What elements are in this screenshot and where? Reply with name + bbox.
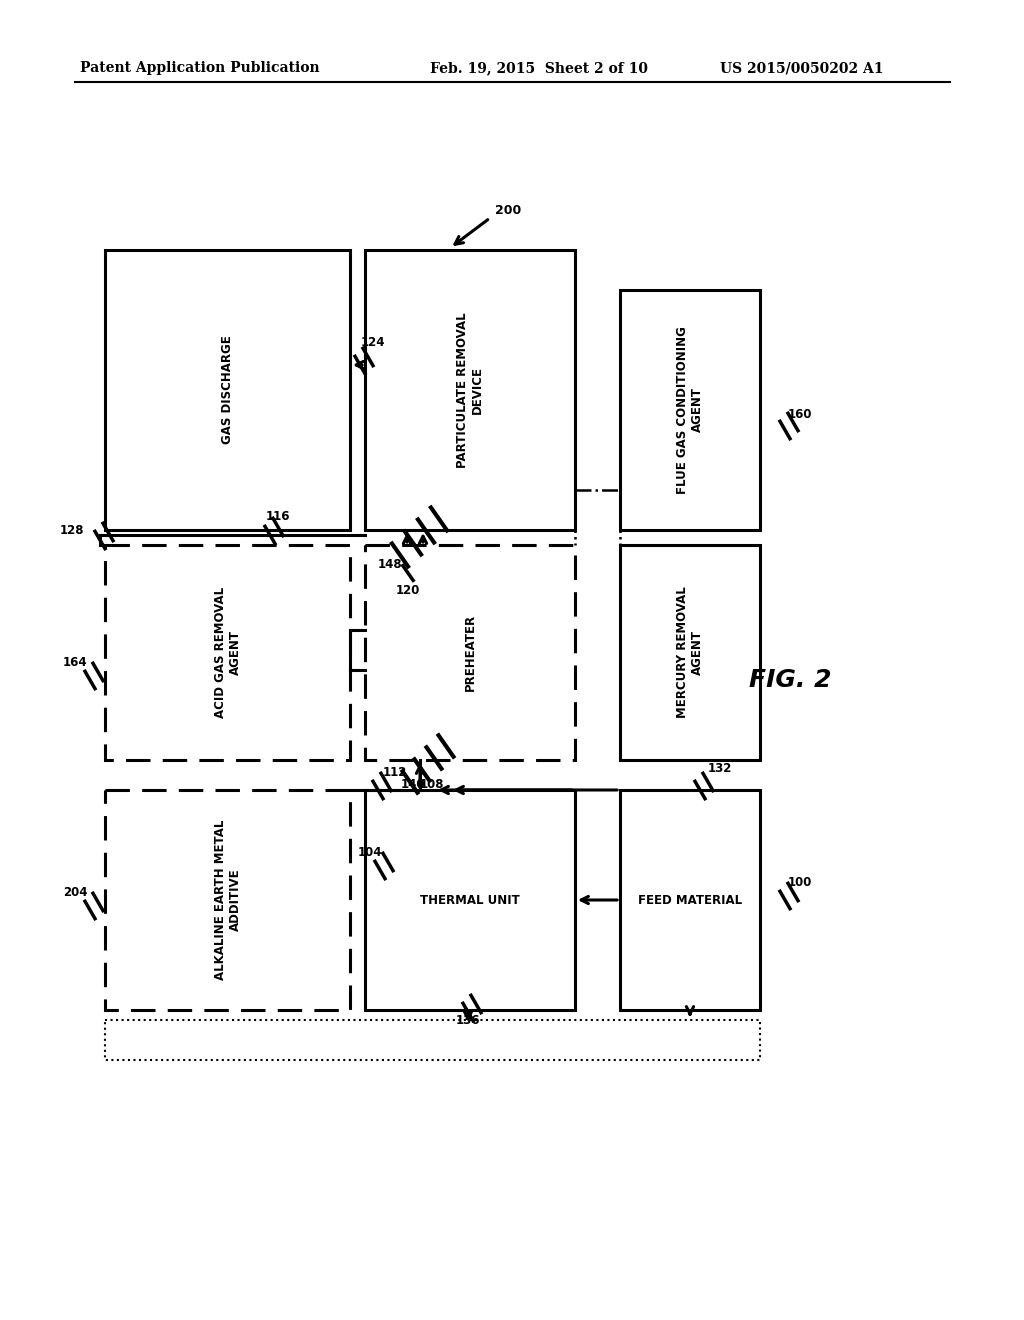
Text: Patent Application Publication: Patent Application Publication <box>80 61 319 75</box>
Text: Feb. 19, 2015  Sheet 2 of 10: Feb. 19, 2015 Sheet 2 of 10 <box>430 61 648 75</box>
Text: 200: 200 <box>495 203 521 216</box>
Bar <box>105 1020 760 1060</box>
Bar <box>620 290 760 531</box>
Text: ACID GAS REMOVAL
AGENT: ACID GAS REMOVAL AGENT <box>213 587 242 718</box>
Bar <box>620 789 760 1010</box>
Text: PREHEATER: PREHEATER <box>464 614 476 692</box>
Text: GAS DISCHARGE: GAS DISCHARGE <box>221 335 234 445</box>
Text: 136: 136 <box>456 1014 480 1027</box>
Text: 128: 128 <box>59 524 84 536</box>
Text: 120: 120 <box>396 583 420 597</box>
Text: US 2015/0050202 A1: US 2015/0050202 A1 <box>720 61 884 75</box>
Text: MERCURY REMOVAL
AGENT: MERCURY REMOVAL AGENT <box>676 586 705 718</box>
Text: FEED MATERIAL: FEED MATERIAL <box>638 894 742 907</box>
Text: ALKALINE EARTH METAL
ADDITIVE: ALKALINE EARTH METAL ADDITIVE <box>213 820 242 981</box>
Bar <box>105 249 350 531</box>
Text: 112: 112 <box>383 766 408 779</box>
Text: 100: 100 <box>787 876 812 890</box>
Text: PARTICULATE REMOVAL
DEVICE: PARTICULATE REMOVAL DEVICE <box>456 313 484 467</box>
Text: FLUE GAS CONDITIONING
AGENT: FLUE GAS CONDITIONING AGENT <box>676 326 705 494</box>
Bar <box>365 545 575 760</box>
Bar <box>620 545 760 760</box>
Text: 160: 160 <box>787 408 812 421</box>
Bar <box>105 789 350 1010</box>
Text: 104: 104 <box>357 846 382 859</box>
Bar <box>365 249 575 531</box>
Text: FIG. 2: FIG. 2 <box>749 668 831 692</box>
Text: 140: 140 <box>400 779 425 792</box>
Text: 148: 148 <box>378 558 402 572</box>
Text: 132: 132 <box>708 762 732 775</box>
Text: 204: 204 <box>62 887 87 899</box>
Bar <box>105 545 350 760</box>
Text: 164: 164 <box>62 656 87 669</box>
Text: 108: 108 <box>420 779 444 792</box>
Text: THERMAL UNIT: THERMAL UNIT <box>420 894 520 907</box>
Bar <box>365 789 575 1010</box>
Text: 124: 124 <box>360 337 385 350</box>
Text: 116: 116 <box>266 511 290 524</box>
